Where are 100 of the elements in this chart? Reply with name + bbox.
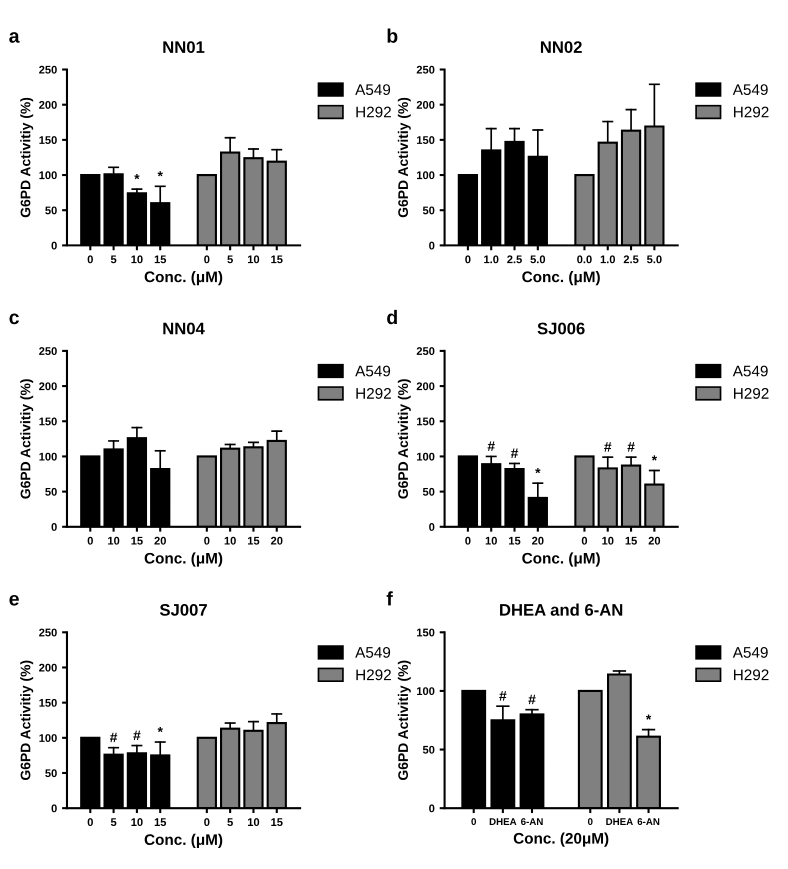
x-tick-label: 0 [204,536,210,545]
y-tick-label: 200 [416,100,434,109]
chart-title: DHEA and 6-AN [500,604,622,616]
y-tick-label: 0 [52,804,57,812]
y-tick-label: 150 [39,136,57,144]
x-tick-label: DHEA [490,818,516,825]
x-tick-label: 15 [154,256,166,264]
data-label: * [646,714,652,720]
x-axis-title: Conc. (μM) [522,552,600,567]
x-tick-label: 15 [271,256,283,264]
data-label: * [158,171,163,176]
y-tick-label: 150 [417,418,434,426]
x-tick-label: 0 [88,536,93,545]
x-tick-label: 6-AN [638,818,660,826]
legend-label: H292 [356,669,391,680]
legend-label: A549 [732,84,768,96]
x-tick-label: 10 [486,536,497,545]
y-tick-label: 200 [416,382,434,390]
legend-label: A549 [355,646,390,658]
y-tick-label: 250 [39,66,57,74]
y-tick-label: 150 [39,418,57,426]
x-axis-title: Conc. (μM) [144,834,222,848]
data-label: # [627,442,635,452]
x-tick-label: 20 [270,536,282,545]
x-tick-label: 15 [248,536,260,545]
y-tick-label: 100 [39,734,57,742]
legend-label: H292 [356,388,391,399]
y-tick-label: 250 [39,347,57,356]
x-tick-label: 1.0 [600,255,616,264]
y-tick-label: 250 [416,347,434,356]
text: b [388,28,398,43]
x-axis-title: Conc. (20μM) [514,832,608,847]
x-tick-label: 10 [248,818,260,826]
x-tick-label: 20 [648,536,660,545]
x-tick-label: 0 [204,255,210,264]
y-tick-label: 0 [429,804,434,812]
x-tick-label: 6-AN [521,818,543,826]
text: f [386,591,393,606]
x-tick-label: 0 [471,818,476,826]
y-tick-label: 150 [417,628,434,636]
x-tick-label: 15 [509,536,520,545]
y-tick-label: 200 [39,382,57,390]
data-label: # [604,442,612,452]
x-tick-label: 20 [154,536,166,545]
x-tick-label: 0 [588,818,593,826]
x-tick-label: 15 [131,536,143,545]
data-label: # [133,730,141,740]
y-axis-title: G6PD Activitiy (%) [398,660,411,780]
y-tick-label: 150 [39,698,57,707]
x-tick-label: 20 [532,536,544,545]
data-label: # [488,441,495,451]
x-tick-label: 2.5 [507,255,522,264]
data-label: # [510,448,518,458]
y-tick-label: 150 [417,136,434,144]
x-tick-label: 5 [227,818,233,826]
x-tick-label: 0 [465,255,471,264]
x-tick-label: 10 [224,536,236,545]
x-tick-label: 0 [465,536,471,545]
data-label: * [535,468,541,474]
y-tick-label: 0 [52,242,57,250]
legend-label: A549 [732,646,768,658]
x-axis-title: Conc. (μM) [144,271,222,286]
y-tick-label: 200 [39,664,57,672]
y-tick-label: 200 [39,100,57,109]
x-tick-label: 10 [602,536,614,545]
y-tick-label: 100 [39,171,57,180]
legend-label: H292 [734,388,769,399]
y-tick-label: 100 [417,171,434,180]
x-tick-label: 5 [227,256,233,264]
y-tick-label: 50 [422,488,434,496]
text: d [387,310,397,324]
y-tick-label: 0 [429,242,434,250]
legend-label: A549 [732,366,768,376]
x-tick-label: DHEA [606,818,633,825]
data-label: * [158,726,163,732]
x-axis-title: Conc. (μM) [522,271,600,286]
x-tick-label: 5 [110,256,116,264]
y-tick-label: 250 [39,628,57,636]
x-tick-label: 10 [248,255,260,264]
legend-label: H292 [734,106,769,118]
y-tick-label: 50 [45,488,57,496]
y-tick-label: 100 [417,687,434,696]
text: a [9,32,20,43]
y-axis-title: G6PD Activitiy (%) [20,98,34,218]
y-tick-label: 100 [417,452,434,461]
legend-label: H292 [356,106,391,118]
x-tick-label: 0 [582,536,588,545]
chart-title: SJ006 [538,322,585,334]
x-axis-title: Conc. (μM) [144,552,222,567]
y-axis-title: G6PD Activitiy (%) [20,379,34,499]
x-tick-label: 15 [154,818,166,826]
y-axis-title: G6PD Activitiy (%) [398,379,411,499]
legend-label: A549 [355,84,390,96]
y-tick-label: 100 [39,452,57,461]
x-tick-label: 15 [271,818,283,826]
text: e [9,594,19,606]
x-tick-label: 1.0 [484,255,498,264]
x-tick-label: 0.0 [577,255,592,264]
x-tick-label: 5.0 [530,255,546,264]
x-tick-label: 0 [88,818,93,826]
